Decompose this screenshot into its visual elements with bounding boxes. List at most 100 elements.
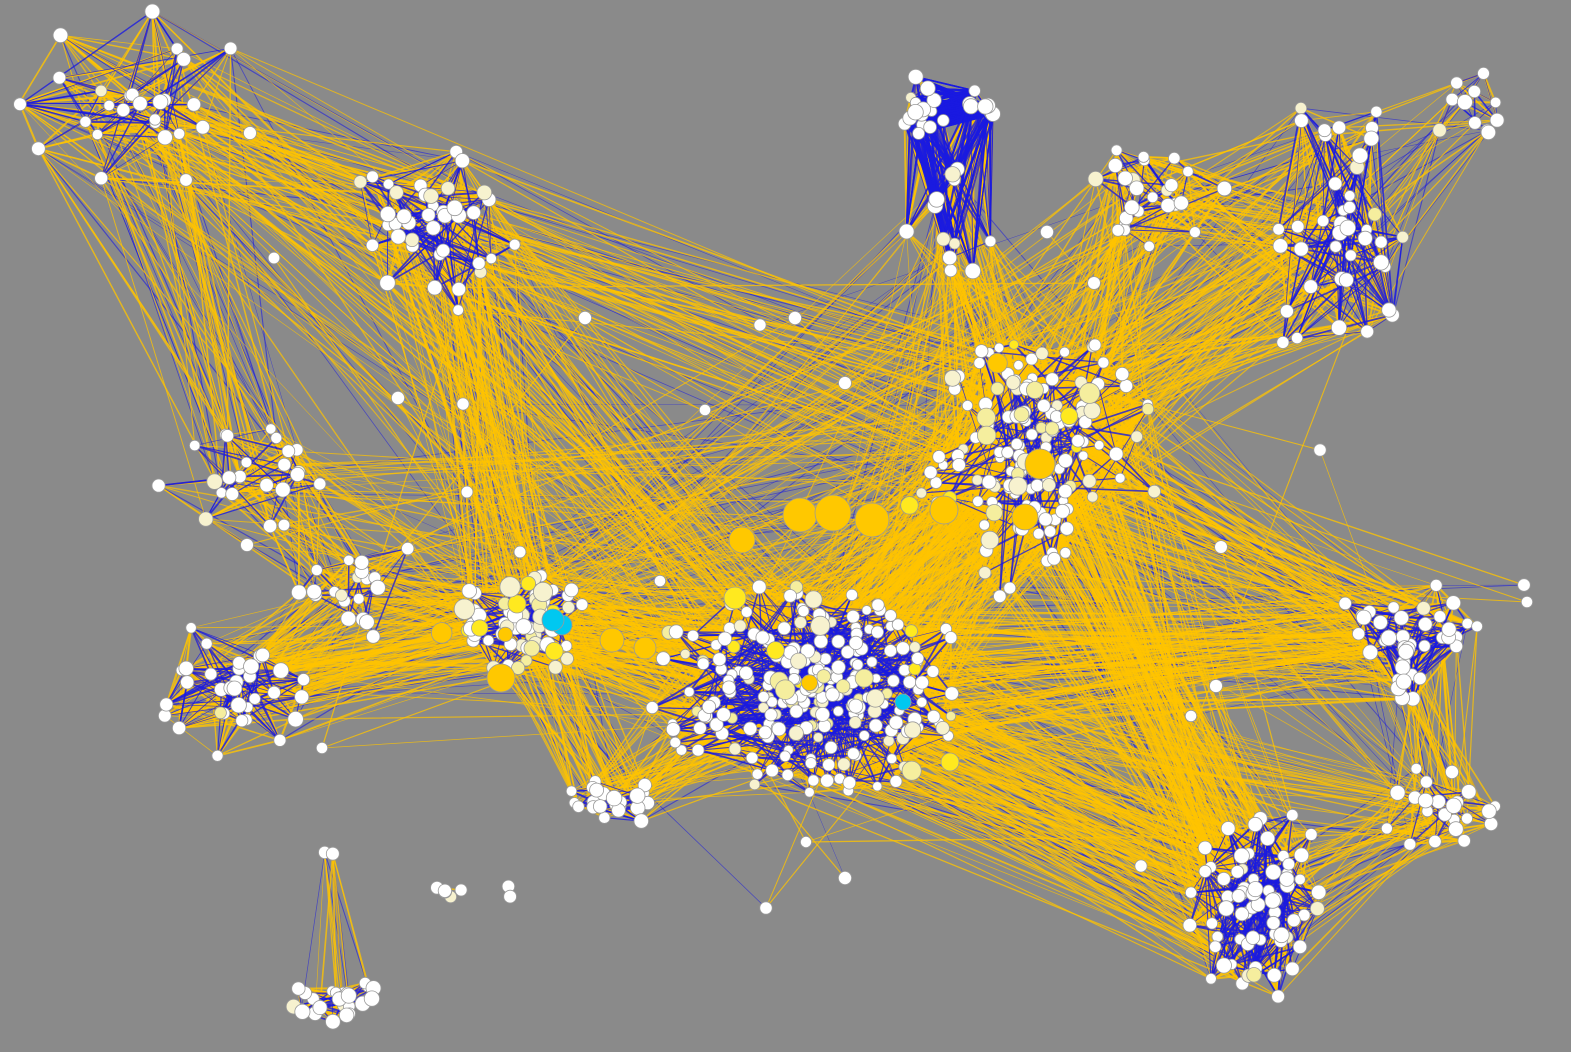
graph-node[interactable] (891, 618, 905, 631)
graph-node[interactable] (503, 889, 517, 904)
graph-node[interactable] (170, 42, 184, 56)
graph-node[interactable] (1087, 276, 1101, 290)
graph-node[interactable] (589, 782, 604, 798)
graph-node[interactable] (1416, 601, 1431, 616)
graph-node[interactable] (653, 574, 667, 588)
graph-node[interactable] (848, 716, 862, 729)
graph-node[interactable] (831, 659, 846, 675)
graph-node-gold-hub-1[interactable] (782, 497, 818, 533)
graph-node[interactable] (1008, 339, 1020, 350)
graph-node[interactable] (1272, 238, 1289, 254)
graph-node[interactable] (990, 381, 1005, 396)
graph-node[interactable] (1043, 525, 1057, 538)
graph-node[interactable] (1445, 797, 1462, 814)
graph-node[interactable] (973, 356, 986, 369)
graph-node[interactable] (971, 474, 984, 486)
graph-node[interactable] (1083, 401, 1101, 420)
graph-node[interactable] (277, 457, 292, 472)
graph-node[interactable] (1231, 889, 1246, 904)
graph-node[interactable] (545, 642, 564, 661)
graph-node[interactable] (751, 768, 764, 780)
graph-node[interactable] (1328, 176, 1343, 191)
graph-node[interactable] (775, 679, 796, 700)
graph-node[interactable] (396, 208, 412, 225)
graph-node[interactable] (1477, 67, 1490, 80)
graph-node[interactable] (1218, 900, 1235, 917)
graph-node[interactable] (1356, 609, 1372, 626)
graph-node[interactable] (1265, 863, 1282, 881)
graph-node[interactable] (1220, 821, 1236, 836)
graph-node[interactable] (1234, 906, 1250, 922)
graph-node[interactable] (273, 733, 287, 747)
graph-node[interactable] (523, 640, 541, 657)
graph-node[interactable] (220, 429, 235, 443)
graph-node[interactable] (1060, 407, 1079, 426)
graph-node[interactable] (1233, 847, 1250, 864)
graph-node[interactable] (842, 775, 857, 790)
graph-node[interactable] (427, 280, 443, 296)
graph-node[interactable] (1184, 709, 1198, 723)
graph-node[interactable] (1003, 581, 1017, 595)
graph-node[interactable] (1168, 151, 1181, 165)
graph-node[interactable] (944, 369, 961, 387)
graph-node[interactable] (423, 188, 439, 204)
graph-node[interactable] (365, 238, 379, 252)
graph-node[interactable] (696, 657, 710, 670)
graph-node[interactable] (353, 175, 368, 189)
graph-node[interactable] (52, 71, 67, 85)
graph-node[interactable] (560, 651, 574, 666)
graph-node[interactable] (1246, 967, 1262, 983)
graph-node[interactable] (243, 126, 257, 140)
graph-node[interactable] (1055, 503, 1070, 519)
graph-node[interactable] (838, 376, 852, 390)
graph-node[interactable] (1245, 930, 1261, 945)
graph-node[interactable] (804, 786, 815, 798)
graph-node[interactable] (79, 115, 92, 128)
graph-node[interactable] (235, 714, 249, 728)
graph-node[interactable] (961, 399, 974, 412)
graph-node[interactable] (454, 153, 470, 169)
graph-node[interactable] (738, 665, 754, 681)
graph-node[interactable] (835, 679, 851, 694)
graph-node[interactable] (476, 184, 493, 201)
graph-node[interactable] (854, 668, 874, 688)
graph-node[interactable] (485, 253, 497, 265)
graph-node[interactable] (575, 598, 589, 611)
graph-node[interactable] (1329, 240, 1342, 253)
graph-node[interactable] (902, 675, 917, 689)
graph-node[interactable] (968, 84, 981, 98)
graph-node[interactable] (343, 554, 355, 566)
graph-node[interactable] (665, 722, 681, 737)
graph-node[interactable] (1395, 673, 1412, 690)
graph-node[interactable] (240, 538, 254, 552)
graph-node[interactable] (1093, 440, 1105, 451)
graph-node[interactable] (822, 758, 836, 772)
graph-node[interactable] (1032, 527, 1045, 540)
graph-node[interactable] (926, 709, 941, 724)
graph-node[interactable] (369, 579, 386, 596)
graph-node[interactable] (655, 651, 671, 666)
graph-node[interactable] (200, 637, 213, 650)
graph-node[interactable] (1338, 596, 1352, 611)
graph-node[interactable] (962, 98, 979, 115)
graph-node[interactable] (1108, 446, 1124, 462)
graph-node[interactable] (446, 199, 464, 217)
graph-node[interactable] (915, 487, 928, 499)
graph-node[interactable] (1286, 913, 1301, 928)
graph-node[interactable] (977, 425, 997, 446)
graph-node[interactable] (404, 232, 420, 248)
graph-node[interactable] (1456, 94, 1473, 111)
graph-node[interactable] (1372, 614, 1388, 630)
graph-node[interactable] (1374, 235, 1388, 249)
graph-node[interactable] (815, 707, 830, 722)
graph-node[interactable] (820, 773, 835, 788)
graph-node[interactable] (748, 778, 761, 791)
graph-node[interactable] (1343, 190, 1356, 202)
graph-node[interactable] (513, 545, 527, 559)
graph-node[interactable] (1291, 331, 1304, 345)
graph-node[interactable] (1429, 579, 1443, 592)
graph-node[interactable] (1266, 915, 1281, 930)
graph-node[interactable] (466, 205, 482, 220)
graph-node[interactable] (743, 721, 758, 736)
graph-node[interactable] (1480, 124, 1497, 141)
